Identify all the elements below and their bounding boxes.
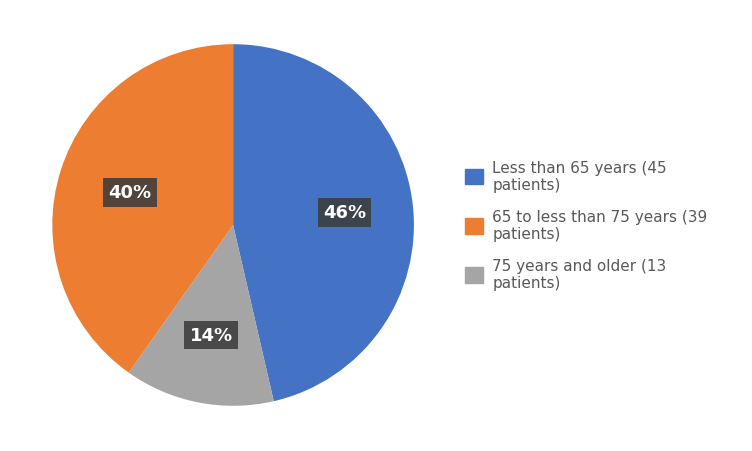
Text: 14%: 14% <box>190 326 233 344</box>
Wedge shape <box>53 45 233 373</box>
Legend: Less than 65 years (45
patients), 65 to less than 75 years (39
patients), 75 yea: Less than 65 years (45 patients), 65 to … <box>459 154 714 297</box>
Text: 46%: 46% <box>323 204 366 222</box>
Wedge shape <box>129 226 274 406</box>
Wedge shape <box>233 45 414 401</box>
Text: 40%: 40% <box>108 184 151 202</box>
